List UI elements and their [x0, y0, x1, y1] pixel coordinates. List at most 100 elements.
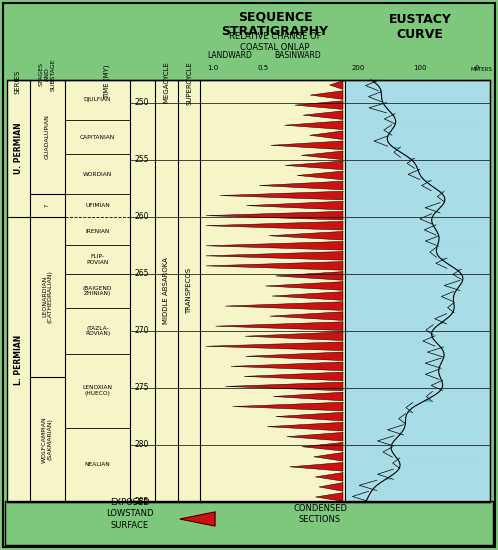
- Polygon shape: [394, 147, 487, 157]
- Polygon shape: [295, 101, 343, 109]
- Text: 280: 280: [135, 441, 149, 449]
- Polygon shape: [276, 412, 343, 421]
- Polygon shape: [206, 221, 343, 230]
- Polygon shape: [369, 91, 487, 102]
- Bar: [345, 80, 490, 502]
- Polygon shape: [206, 211, 343, 220]
- Polygon shape: [180, 512, 215, 526]
- Polygon shape: [314, 453, 343, 461]
- Polygon shape: [226, 302, 343, 310]
- Polygon shape: [423, 336, 487, 346]
- Polygon shape: [408, 169, 487, 179]
- Polygon shape: [285, 121, 343, 130]
- Polygon shape: [244, 372, 343, 381]
- Text: IRENIAN: IRENIAN: [85, 229, 110, 234]
- Polygon shape: [271, 141, 343, 150]
- Text: 275: 275: [135, 383, 149, 393]
- Polygon shape: [387, 425, 487, 435]
- Text: SEQUENCE
STRATIGRAPHY: SEQUENCE STRATIGRAPHY: [222, 10, 329, 38]
- Polygon shape: [365, 80, 487, 502]
- Polygon shape: [273, 392, 343, 401]
- Text: 1.0: 1.0: [207, 65, 219, 71]
- Polygon shape: [275, 272, 343, 280]
- Polygon shape: [310, 131, 343, 140]
- Text: CAPITANIAN: CAPITANIAN: [80, 135, 115, 140]
- Polygon shape: [437, 191, 487, 202]
- Polygon shape: [216, 322, 343, 331]
- Text: LEONARDIAN
(CATHEDRALIAN): LEONARDIAN (CATHEDRALIAN): [42, 270, 53, 323]
- Polygon shape: [425, 236, 487, 246]
- Polygon shape: [422, 180, 487, 191]
- Text: 270: 270: [135, 326, 149, 336]
- Polygon shape: [330, 81, 343, 89]
- Polygon shape: [269, 232, 343, 240]
- Polygon shape: [425, 358, 487, 368]
- Text: SERIES: SERIES: [15, 70, 21, 94]
- Text: 265: 265: [135, 270, 149, 278]
- Polygon shape: [377, 469, 487, 480]
- Polygon shape: [366, 80, 487, 91]
- Polygon shape: [424, 225, 487, 235]
- Text: U. PERMIAN: U. PERMIAN: [14, 123, 23, 174]
- Polygon shape: [245, 332, 343, 340]
- Text: WOLFCAMPIAN
(SAKMARIAN): WOLFCAMPIAN (SAKMARIAN): [42, 416, 53, 463]
- Polygon shape: [399, 414, 487, 424]
- Polygon shape: [259, 181, 343, 190]
- Polygon shape: [420, 214, 487, 224]
- Polygon shape: [374, 136, 487, 146]
- Text: MEGACYCLE: MEGACYCLE: [163, 61, 169, 103]
- Text: (BAIGEND
ZHINIAN): (BAIGEND ZHINIAN): [83, 285, 112, 296]
- Text: 250: 250: [135, 98, 149, 107]
- Polygon shape: [303, 111, 343, 119]
- Polygon shape: [359, 480, 487, 491]
- Text: 0: 0: [475, 65, 479, 71]
- Text: EUSTACY
CURVE: EUSTACY CURVE: [388, 13, 452, 41]
- Polygon shape: [290, 463, 343, 471]
- Text: (TAZLA-
ROVIAN): (TAZLA- ROVIAN): [85, 326, 110, 336]
- Polygon shape: [247, 201, 343, 210]
- Text: GUADALUPIAN: GUADALUPIAN: [45, 114, 50, 160]
- Text: 285: 285: [135, 498, 149, 507]
- Polygon shape: [233, 402, 343, 411]
- Polygon shape: [285, 161, 343, 170]
- Polygon shape: [383, 447, 487, 457]
- Polygon shape: [272, 292, 343, 300]
- Text: LENOXIAN
(HUECO): LENOXIAN (HUECO): [83, 386, 113, 396]
- Text: STAGES
AND
SUBSTAGE: STAGES AND SUBSTAGE: [39, 58, 55, 91]
- Text: 100: 100: [413, 65, 426, 71]
- Polygon shape: [369, 103, 487, 113]
- Polygon shape: [453, 270, 487, 279]
- Text: 260: 260: [135, 212, 149, 221]
- Polygon shape: [392, 458, 487, 468]
- Text: DJULFIAN: DJULFIAN: [84, 97, 111, 102]
- Text: RELATIVE CHANGE OF
COASTAL ONLAP: RELATIVE CHANGE OF COASTAL ONLAP: [229, 32, 321, 52]
- Text: FLIP-
POVIAN: FLIP- POVIAN: [86, 254, 109, 265]
- Text: 0.5: 0.5: [257, 65, 268, 71]
- Polygon shape: [353, 491, 487, 502]
- Polygon shape: [287, 432, 343, 441]
- Text: L. PERMIAN: L. PERMIAN: [14, 334, 23, 384]
- Polygon shape: [206, 262, 343, 270]
- Polygon shape: [425, 202, 487, 213]
- Polygon shape: [302, 442, 343, 451]
- Polygon shape: [427, 347, 487, 357]
- Text: METERS: METERS: [470, 67, 492, 72]
- Polygon shape: [297, 171, 343, 180]
- Polygon shape: [444, 280, 487, 290]
- Polygon shape: [441, 292, 487, 301]
- Text: CONDENSED
SECTIONS: CONDENSED SECTIONS: [293, 504, 347, 524]
- Polygon shape: [231, 362, 343, 371]
- Text: ?: ?: [45, 204, 50, 207]
- Polygon shape: [435, 314, 487, 324]
- Polygon shape: [206, 241, 343, 250]
- Polygon shape: [430, 247, 487, 257]
- Polygon shape: [206, 342, 343, 350]
- Text: LANDWARD: LANDWARD: [208, 51, 252, 60]
- Text: 255: 255: [135, 155, 149, 164]
- Polygon shape: [220, 191, 343, 200]
- Polygon shape: [267, 422, 343, 431]
- Text: WORDIAN: WORDIAN: [83, 172, 112, 177]
- Polygon shape: [407, 158, 487, 168]
- Text: 200: 200: [352, 65, 366, 71]
- Text: SUPERCYCLE: SUPERCYCLE: [186, 61, 192, 105]
